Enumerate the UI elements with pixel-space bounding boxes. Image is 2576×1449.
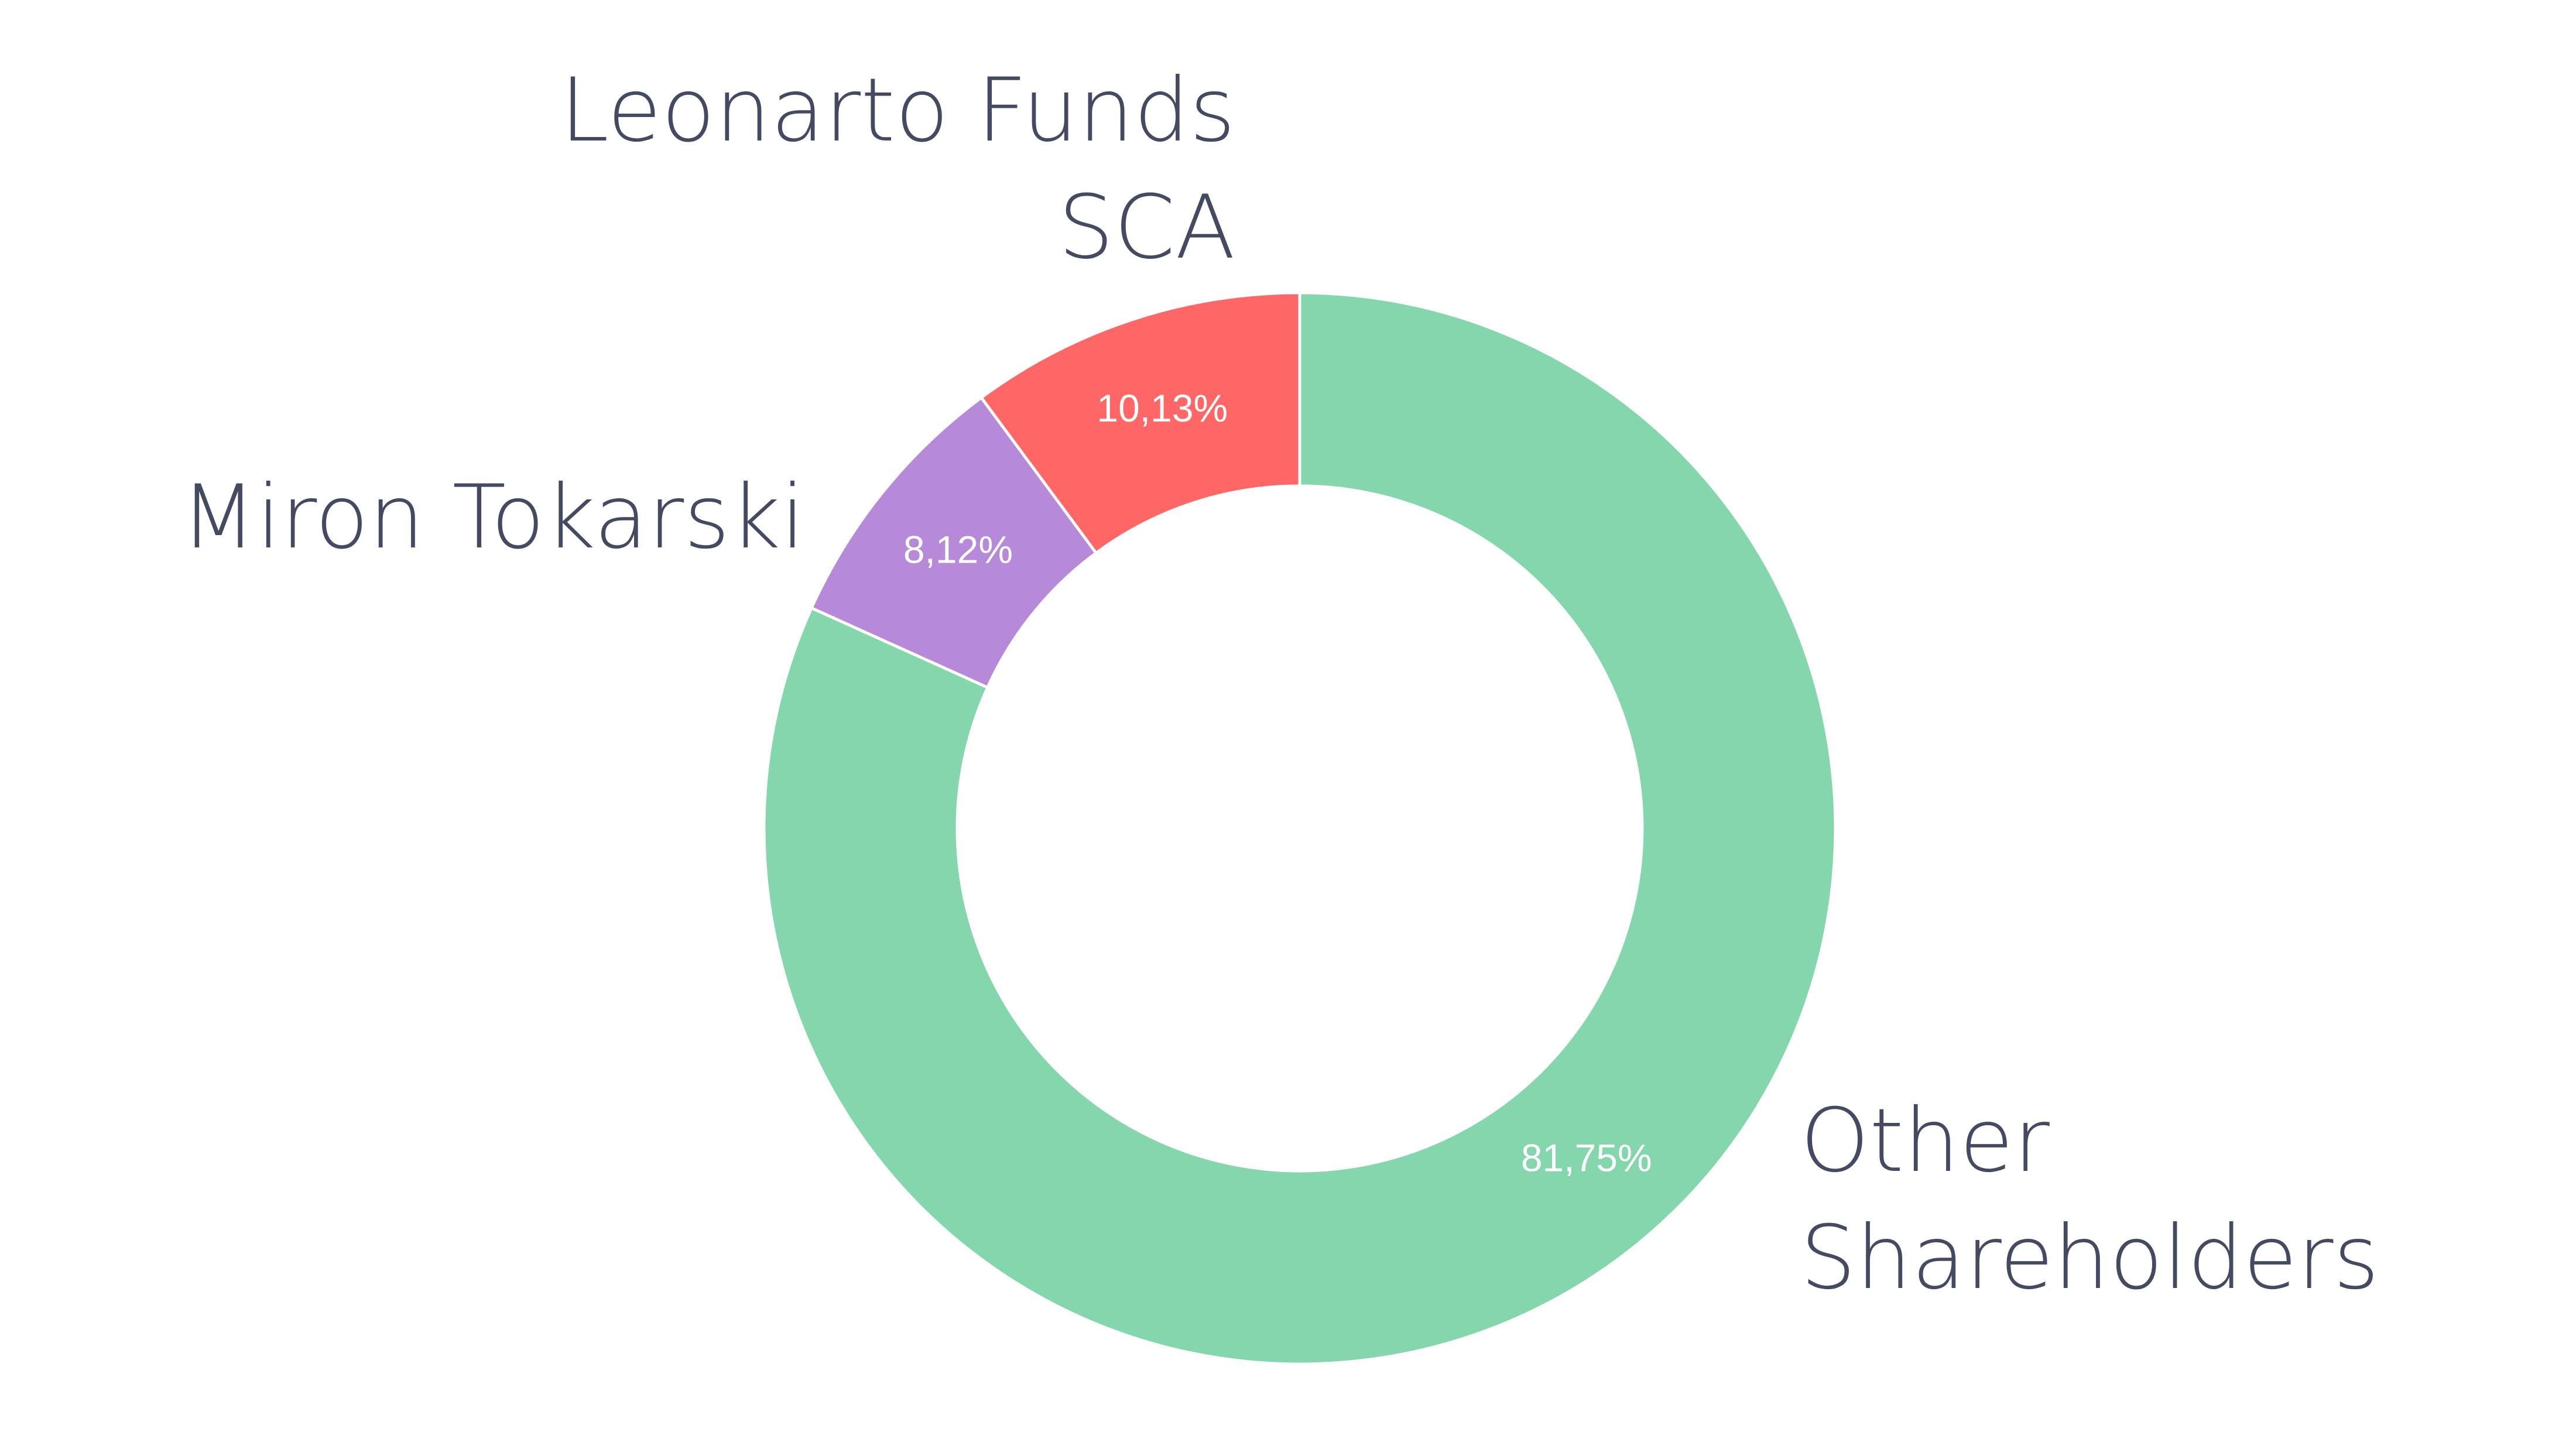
category-label-line: Miron Tokarski: [181, 467, 805, 568]
slices-group: [762, 291, 1837, 1366]
slice-leonarto-funds-sca: [979, 291, 1301, 556]
value-label-miron-tokarski: 8,12%: [903, 527, 1013, 571]
value-labels-group: 81,75% 8,12% 10,13%: [903, 386, 1652, 1179]
value-label-leonarto-funds-sca: 10,13%: [1097, 386, 1228, 430]
slice-other-shareholders: [762, 291, 1837, 1366]
category-label-line: Other: [1800, 1090, 2050, 1192]
category-label-line: Leonarto Funds: [560, 60, 1236, 162]
category-label-leonarto-funds-sca: Leonarto Funds SCA: [560, 60, 1236, 279]
category-labels-group: Other Shareholders Miron Tokarski Leonarto …: [181, 60, 2379, 1309]
category-label-miron-tokarski: Miron Tokarski: [181, 467, 805, 568]
category-label-line: SCA: [1058, 177, 1235, 279]
value-label-other-shareholders: 81,75%: [1521, 1136, 1652, 1179]
category-label-line: Shareholders: [1800, 1207, 2379, 1309]
category-label-other-shareholders: Other Shareholders: [1800, 1090, 2379, 1309]
